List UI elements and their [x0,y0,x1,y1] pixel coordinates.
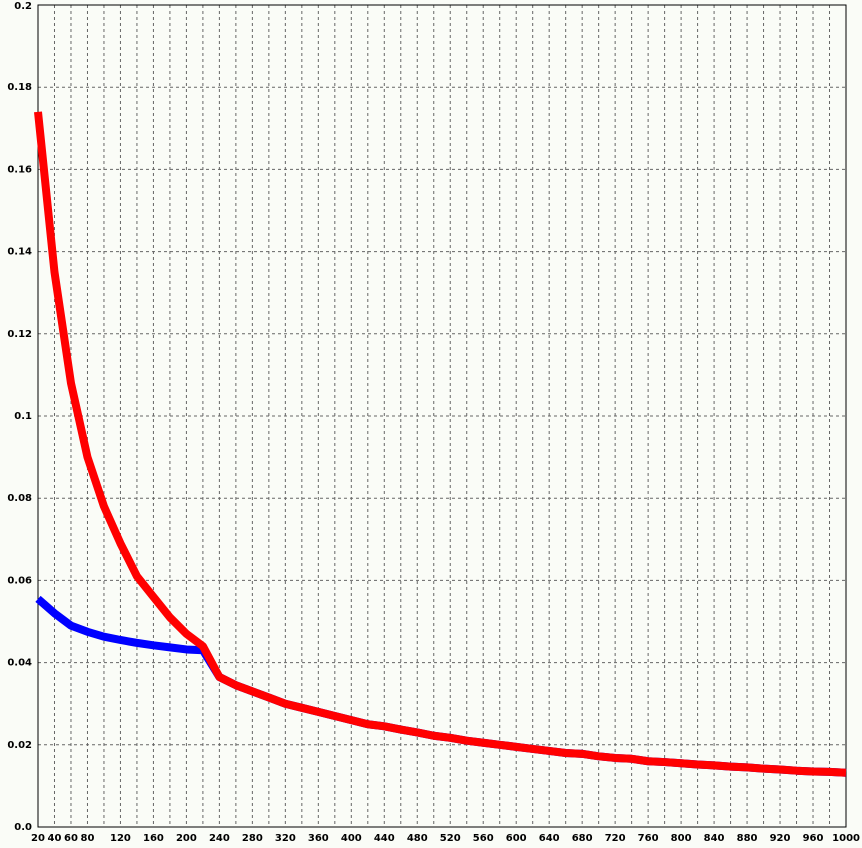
x-tick-label: 160 [143,833,164,844]
y-tick-label: 0.1 [14,411,32,422]
x-tick-label: 840 [704,833,725,844]
y-tick-label: 0.14 [7,247,32,258]
y-tick-label: 0.08 [7,493,32,504]
x-tick-label: 20 [31,833,45,844]
x-tick-label: 200 [176,833,197,844]
x-tick-label: 880 [737,833,758,844]
x-tick-label: 640 [539,833,560,844]
x-tick-label: 960 [803,833,824,844]
x-tick-label: 800 [671,833,692,844]
y-tick-label: 0.12 [7,329,32,340]
x-tick-label: 560 [473,833,494,844]
x-tick-label: 280 [242,833,263,844]
x-tick-label: 440 [374,833,395,844]
y-tick-label: 0.0 [14,822,32,833]
x-tick-label: 360 [308,833,329,844]
y-tick-label: 0.02 [7,740,32,751]
x-tick-label: 60 [64,833,78,844]
x-tick-label: 80 [81,833,95,844]
y-tick-label: 0.06 [7,575,32,586]
x-tick-label: 920 [770,833,791,844]
x-tick-label: 720 [605,833,626,844]
x-tick-label: 400 [341,833,362,844]
y-tick-label: 0.16 [7,164,32,175]
y-tick-label: 0.04 [7,658,32,669]
x-tick-label: 680 [572,833,593,844]
x-tick-label: 760 [638,833,659,844]
x-tick-label: 240 [209,833,230,844]
x-tick-label: 600 [506,833,527,844]
y-tick-label: 0.2 [14,1,32,12]
x-tick-label: 40 [48,833,62,844]
y-tick-label: 0.18 [7,82,32,93]
x-tick-label: 320 [275,833,296,844]
x-tick-label: 480 [407,833,428,844]
plot-frame [37,4,847,828]
x-tick-label: 1000 [832,833,860,844]
x-tick-label: 520 [440,833,461,844]
x-tick-label: 120 [110,833,131,844]
series-line [34,111,847,777]
